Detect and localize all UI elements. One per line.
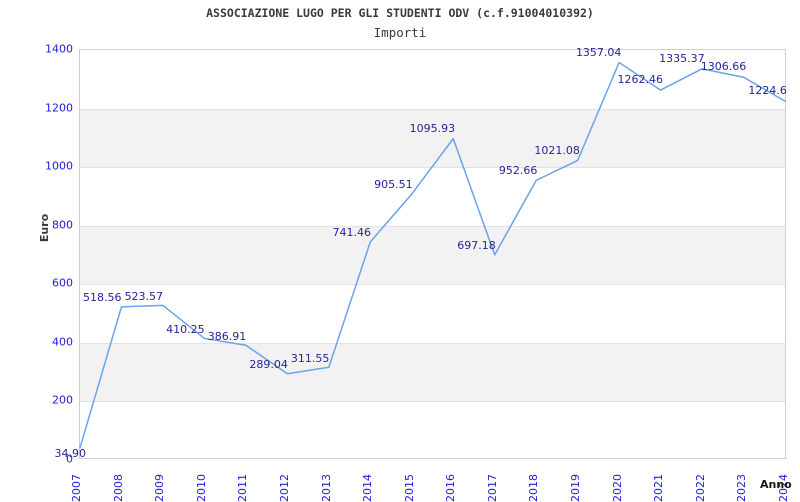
x-tick-label: 2022 — [693, 474, 707, 502]
x-tick-label: 2014 — [361, 474, 375, 502]
gridline — [80, 225, 785, 227]
y-tick-label: 200 — [52, 393, 73, 407]
y-tick-label: 1000 — [45, 159, 73, 173]
gridline — [80, 284, 785, 286]
x-tick-label: 2013 — [319, 474, 333, 502]
x-tick-label: 2015 — [402, 474, 416, 502]
x-tick-label: 2023 — [735, 474, 749, 502]
y-tick-label: 1400 — [45, 42, 73, 56]
y-tick-label: 0 — [66, 452, 73, 466]
gridline — [80, 108, 785, 110]
x-tick-label: 2020 — [610, 474, 624, 502]
x-tick-label: 2012 — [277, 474, 291, 502]
x-tick-label: 2009 — [153, 474, 167, 502]
y-tick-label: 400 — [52, 335, 73, 349]
x-tick-label: 2017 — [485, 474, 499, 502]
x-tick-label: 2018 — [527, 474, 541, 502]
x-tick-label: 2007 — [70, 474, 83, 502]
series-line — [80, 63, 785, 448]
x-tick-label: 2016 — [444, 474, 458, 502]
background-band — [80, 225, 785, 285]
y-tick-label: 600 — [52, 276, 73, 290]
background-band — [80, 342, 785, 402]
plot-area — [79, 49, 786, 459]
gridline — [80, 401, 785, 403]
x-tick-label: 2010 — [194, 474, 208, 502]
chart-title: ASSOCIAZIONE LUGO PER GLI STUDENTI ODV (… — [206, 6, 594, 20]
gridline — [80, 167, 785, 169]
y-axis-ticks: 0 200 400 600 800 1000 1200 1400 — [0, 43, 73, 466]
x-tick-label: 2008 — [111, 474, 125, 502]
x-axis-title: Anno — [760, 478, 792, 491]
x-tick-label: 2019 — [569, 474, 583, 502]
line-series — [80, 50, 785, 458]
x-tick-label: 2021 — [652, 474, 666, 502]
background-band — [80, 108, 785, 168]
gridline — [80, 342, 785, 344]
x-axis-ticks: 2007 2008 2009 2010 2011 2012 2013 2014 2015 2016… — [0, 462, 800, 502]
x-tick-label: 2011 — [236, 474, 250, 502]
y-tick-label: 1200 — [45, 101, 73, 115]
chart-subtitle: Importi — [373, 25, 427, 40]
y-axis-title: Euro — [38, 213, 51, 243]
y-tick-label: 800 — [52, 218, 73, 232]
